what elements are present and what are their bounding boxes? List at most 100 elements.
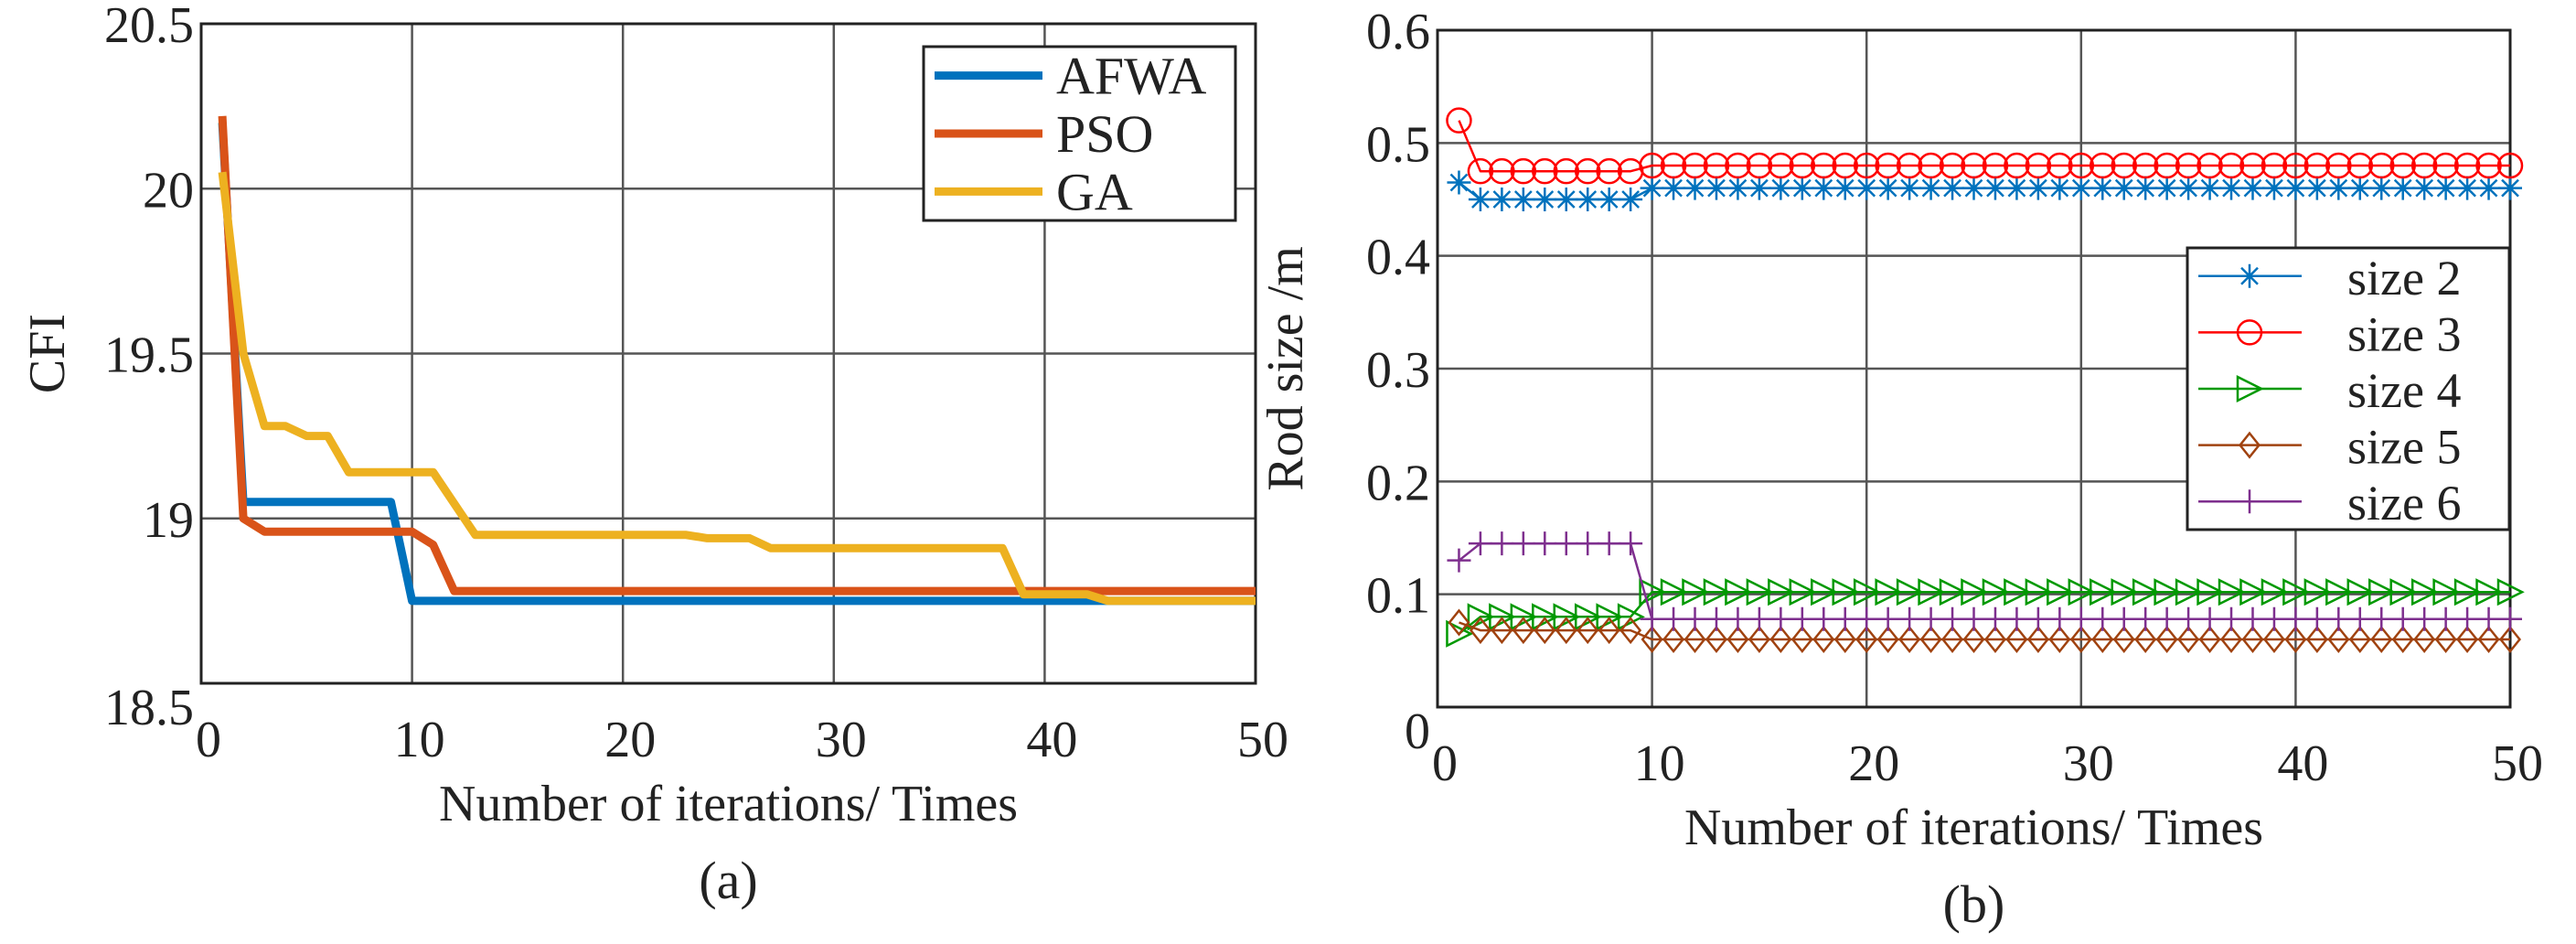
- plus-marker: [1897, 606, 1922, 631]
- x-tick-label: 20: [1848, 735, 1899, 792]
- diamond-marker: [2284, 625, 2307, 654]
- asterisk-marker: [1833, 176, 1857, 200]
- asterisk-marker: [1447, 170, 1471, 195]
- plus-marker: [1983, 606, 2007, 631]
- triangle-marker: [1510, 603, 1538, 631]
- triangle-marker: [2111, 578, 2139, 606]
- diamond-marker: [2026, 625, 2049, 654]
- circle-marker: [1574, 157, 1601, 185]
- triangle-marker: [1961, 578, 1989, 606]
- circle-marker: [2197, 152, 2223, 179]
- plus-marker: [1619, 531, 1643, 556]
- asterisk-marker: [2326, 176, 2351, 200]
- diamond-marker: [1833, 625, 1856, 654]
- triangle-marker: [1467, 603, 1495, 631]
- plus-marker: [1554, 531, 1578, 556]
- circle-marker: [1703, 152, 1730, 179]
- diamond-marker: [1598, 617, 1620, 645]
- diamond-marker: [1641, 625, 1663, 654]
- asterisk-marker: [1683, 176, 1707, 200]
- circle-marker: [1682, 152, 1708, 179]
- diamond-marker: [2155, 625, 2178, 654]
- plus-marker: [2261, 606, 2286, 631]
- triangle-marker: [1896, 578, 1924, 606]
- triangle-marker: [2261, 578, 2289, 606]
- asterisk-marker: [2238, 263, 2261, 288]
- diamond-marker: [1683, 625, 1706, 654]
- plus-marker: [2455, 606, 2480, 631]
- plus-marker: [1511, 531, 1535, 556]
- asterisk-marker: [2476, 176, 2501, 200]
- circle-marker: [2325, 152, 2352, 179]
- asterisk-marker: [1597, 188, 1621, 211]
- triangle-marker: [1811, 578, 1839, 606]
- triangle-marker: [2218, 578, 2246, 606]
- axes-box: [199, 22, 1257, 685]
- diamond-marker: [1962, 625, 1985, 654]
- triangle-marker: [1553, 603, 1581, 631]
- plus-marker: [1447, 548, 1471, 573]
- triangle-marker: [2282, 578, 2311, 606]
- circle-marker: [2496, 152, 2524, 179]
- diamond-marker: [2069, 625, 2092, 654]
- series-group: [218, 115, 1256, 606]
- asterisk-marker: [1554, 188, 1578, 211]
- triangle-marker: [1596, 603, 1624, 631]
- plus-marker: [1533, 531, 1557, 556]
- triangle-marker: [1639, 578, 1667, 606]
- circle-marker: [2090, 152, 2116, 179]
- triangle-marker: [1768, 578, 1796, 606]
- triangle-marker: [1832, 578, 1860, 606]
- triangle-marker: [2389, 578, 2418, 606]
- asterisk-marker: [2047, 176, 2072, 200]
- diamond-marker: [1555, 617, 1577, 645]
- diamond-marker: [2348, 625, 2371, 654]
- plus-marker: [2238, 489, 2261, 514]
- triangle-marker: [1939, 578, 1967, 606]
- series-line-ga: [218, 171, 1256, 606]
- triangle-marker: [2475, 578, 2504, 606]
- legend-label: size 3: [2347, 306, 2461, 361]
- asterisk-marker: [1897, 176, 1922, 200]
- circle-marker: [1553, 157, 1580, 185]
- circle-marker: [1768, 152, 1794, 179]
- circle-marker: [1982, 152, 2009, 179]
- y-tick-label: 0: [1405, 703, 1430, 760]
- diamond-marker: [1491, 617, 1513, 645]
- y-tick-label: 0.5: [1366, 116, 1430, 173]
- asterisk-marker: [2219, 176, 2244, 200]
- plus-marker: [2004, 606, 2029, 631]
- triangle-marker: [2154, 578, 2182, 606]
- asterisk-marker: [1576, 188, 1600, 211]
- asterisk-marker: [2412, 176, 2437, 200]
- asterisk-marker: [2347, 176, 2372, 200]
- chart-panel-a: 0 10 20 30 40 50 18.5 19 19.5 20 20.5 Number of ite…: [19, 0, 1288, 910]
- diamond-marker: [1705, 625, 1727, 654]
- triangle-marker: [2432, 578, 2461, 606]
- triangle-marker: [1853, 578, 1881, 606]
- triangle-marker: [2197, 578, 2225, 606]
- asterisk-marker: [1533, 188, 1557, 211]
- circle-marker: [1811, 152, 1837, 179]
- plus-marker: [1468, 531, 1492, 556]
- plus-marker: [1704, 606, 1728, 631]
- plus-marker: [2369, 606, 2394, 631]
- circle-marker: [2432, 152, 2459, 179]
- diamond-marker: [1577, 617, 1599, 645]
- circle-marker: [1639, 152, 1665, 179]
- plus-marker: [1597, 531, 1621, 556]
- diamond-marker: [2220, 625, 2243, 654]
- triangle-marker: [2175, 578, 2203, 606]
- circle-marker: [1896, 152, 1923, 179]
- x-tick-label: 0: [196, 712, 221, 768]
- plus-marker: [2347, 606, 2372, 631]
- plus-marker: [1812, 606, 1836, 631]
- plus-marker: [2176, 606, 2201, 631]
- diamond-marker: [1898, 625, 1921, 654]
- triangle-marker: [1982, 578, 2010, 606]
- asterisk-marker: [1747, 176, 1771, 200]
- plus-marker: [2412, 606, 2437, 631]
- circle-marker: [2368, 152, 2395, 179]
